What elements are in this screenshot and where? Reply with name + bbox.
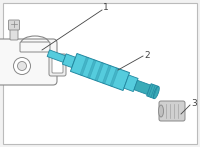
Polygon shape: [62, 54, 76, 68]
Circle shape: [14, 57, 30, 75]
Polygon shape: [70, 54, 130, 91]
Ellipse shape: [158, 105, 164, 117]
FancyBboxPatch shape: [0, 39, 57, 85]
FancyBboxPatch shape: [10, 27, 18, 40]
Text: 2: 2: [144, 51, 150, 60]
FancyBboxPatch shape: [8, 20, 20, 30]
FancyBboxPatch shape: [159, 101, 185, 121]
Polygon shape: [110, 68, 119, 87]
Circle shape: [18, 61, 26, 71]
Polygon shape: [95, 62, 104, 81]
Text: 1: 1: [103, 4, 109, 12]
Polygon shape: [147, 84, 159, 99]
Polygon shape: [134, 80, 151, 95]
FancyBboxPatch shape: [20, 42, 50, 52]
FancyBboxPatch shape: [49, 54, 66, 76]
Polygon shape: [87, 60, 96, 78]
Polygon shape: [124, 75, 138, 92]
Polygon shape: [47, 50, 65, 62]
Ellipse shape: [153, 86, 159, 99]
Polygon shape: [102, 65, 111, 84]
FancyBboxPatch shape: [52, 57, 63, 73]
Text: 3: 3: [191, 100, 197, 108]
Polygon shape: [80, 57, 89, 76]
